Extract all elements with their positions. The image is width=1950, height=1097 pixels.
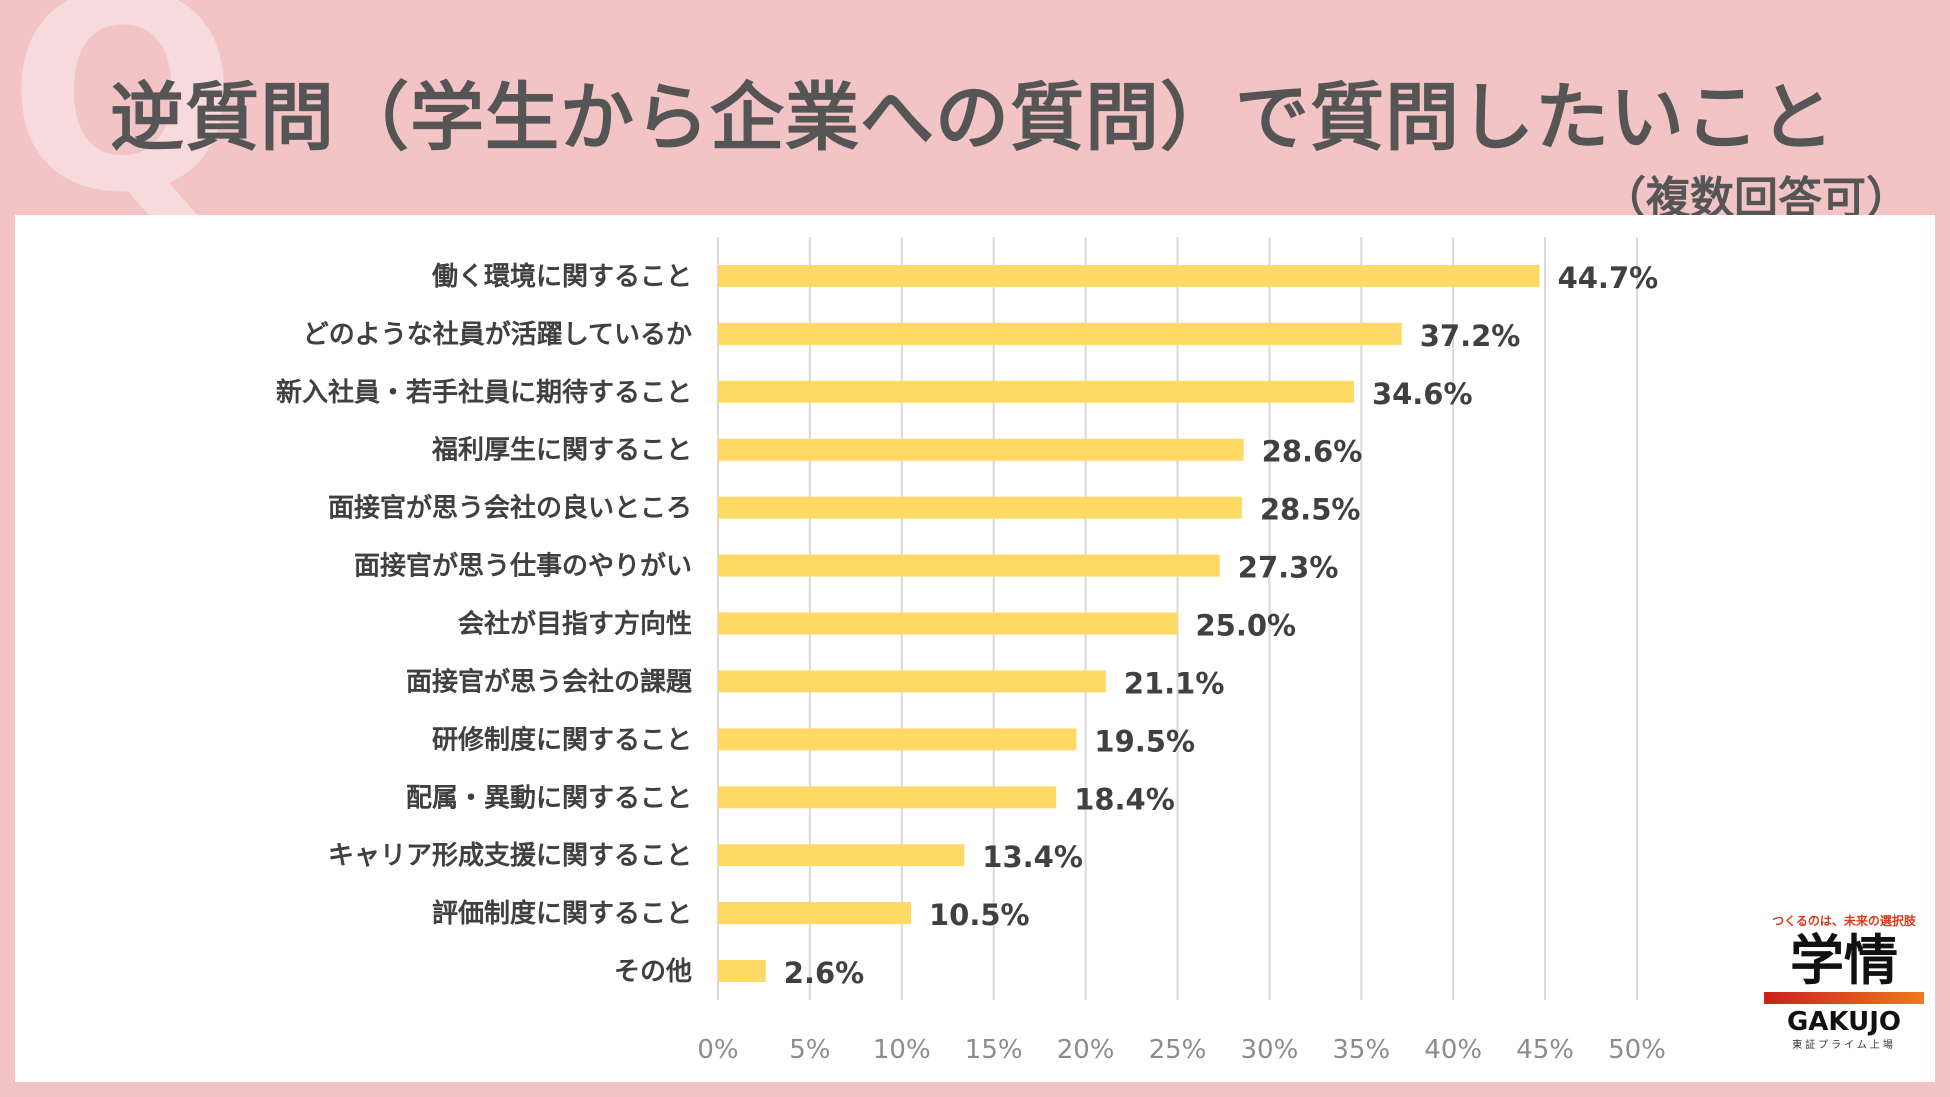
bar — [718, 438, 1244, 461]
category-label: キャリア形成支援に関すること — [328, 841, 692, 871]
x-tick-label: 30% — [1241, 1035, 1299, 1065]
x-tick-label: 0% — [697, 1035, 738, 1065]
value-label: 28.5% — [1260, 493, 1361, 527]
logo-main-text: 学情 — [1790, 929, 1898, 992]
logo-bar — [1764, 991, 1924, 1004]
value-label: 21.1% — [1124, 666, 1225, 700]
bar — [718, 264, 1540, 287]
category-label: 福利厚生に関すること — [431, 436, 692, 466]
bar — [718, 844, 965, 867]
gakujo-logo: つくるのは、未来の選択肢 学情 GAKUJO 東証プライム上場 — [1758, 912, 1930, 1051]
logo-english-text: GAKUJO — [1786, 1006, 1902, 1037]
x-tick-label: 25% — [1149, 1035, 1207, 1065]
logo-tagline: つくるのは、未来の選択肢 — [1772, 914, 1916, 928]
value-label: 18.4% — [1074, 782, 1175, 816]
category-label: 配属・異動に関すること — [406, 783, 692, 813]
category-label: 会社が目指す方向性 — [458, 609, 692, 640]
value-label: 19.5% — [1094, 724, 1195, 758]
x-tick-label: 20% — [1057, 1035, 1115, 1065]
logo-subtext: 東証プライム上場 — [1792, 1040, 1896, 1052]
bar — [718, 612, 1178, 635]
bar-chart: 0% 5% 10% 15% 20% 25% 30% 35% 40% 45% 50% 働く環境に関するこ… — [276, 237, 1666, 1065]
category-label: 働く環境に関すること — [431, 261, 692, 292]
bar — [718, 322, 1402, 345]
bar — [718, 960, 766, 983]
category-label: 面接官が思う会社の課題 — [406, 666, 693, 697]
value-label: 13.4% — [982, 840, 1083, 874]
value-label: 34.6% — [1372, 377, 1473, 411]
bar — [718, 670, 1106, 693]
page-title: 逆質問（学生から企業への質問）で質問したいこと — [110, 75, 1835, 161]
q-watermark-icon: Q — [8, 0, 238, 252]
x-tick-label: 50% — [1608, 1035, 1666, 1065]
x-tick-label: 45% — [1516, 1035, 1574, 1065]
chart-panel: 0% 5% 10% 15% 20% 25% 30% 35% 40% 45% 50% 働く環境に関するこ… — [15, 215, 1935, 1082]
bar — [718, 496, 1242, 519]
x-tick-label: 5% — [789, 1035, 830, 1065]
x-tick-label: 10% — [873, 1035, 931, 1065]
category-label: 評価制度に関すること — [432, 898, 692, 929]
bar — [718, 902, 911, 925]
x-tick-label: 35% — [1332, 1035, 1390, 1065]
value-label: 44.7% — [1558, 261, 1659, 295]
category-label: その他 — [614, 957, 692, 987]
category-label: 面接官が思う仕事のやりがい — [354, 551, 692, 582]
bar — [718, 786, 1057, 809]
category-label: どのような社員が活躍しているか — [303, 319, 692, 350]
category-label: 面接官が思う会社の良いところ — [328, 493, 692, 524]
x-tick-label: 40% — [1424, 1035, 1482, 1065]
x-tick-label: 15% — [965, 1035, 1023, 1065]
category-label: 研修制度に関すること — [432, 724, 692, 755]
bar — [718, 728, 1077, 751]
bar — [718, 554, 1220, 577]
value-label: 27.3% — [1238, 551, 1339, 585]
value-label: 10.5% — [929, 898, 1030, 932]
value-label: 2.6% — [784, 956, 864, 990]
value-label: 37.2% — [1420, 319, 1521, 353]
bar — [718, 380, 1354, 403]
category-label: 新入社員・若手社員に期待すること — [276, 377, 692, 408]
value-label: 25.0% — [1196, 609, 1297, 643]
value-label: 28.6% — [1262, 435, 1363, 469]
